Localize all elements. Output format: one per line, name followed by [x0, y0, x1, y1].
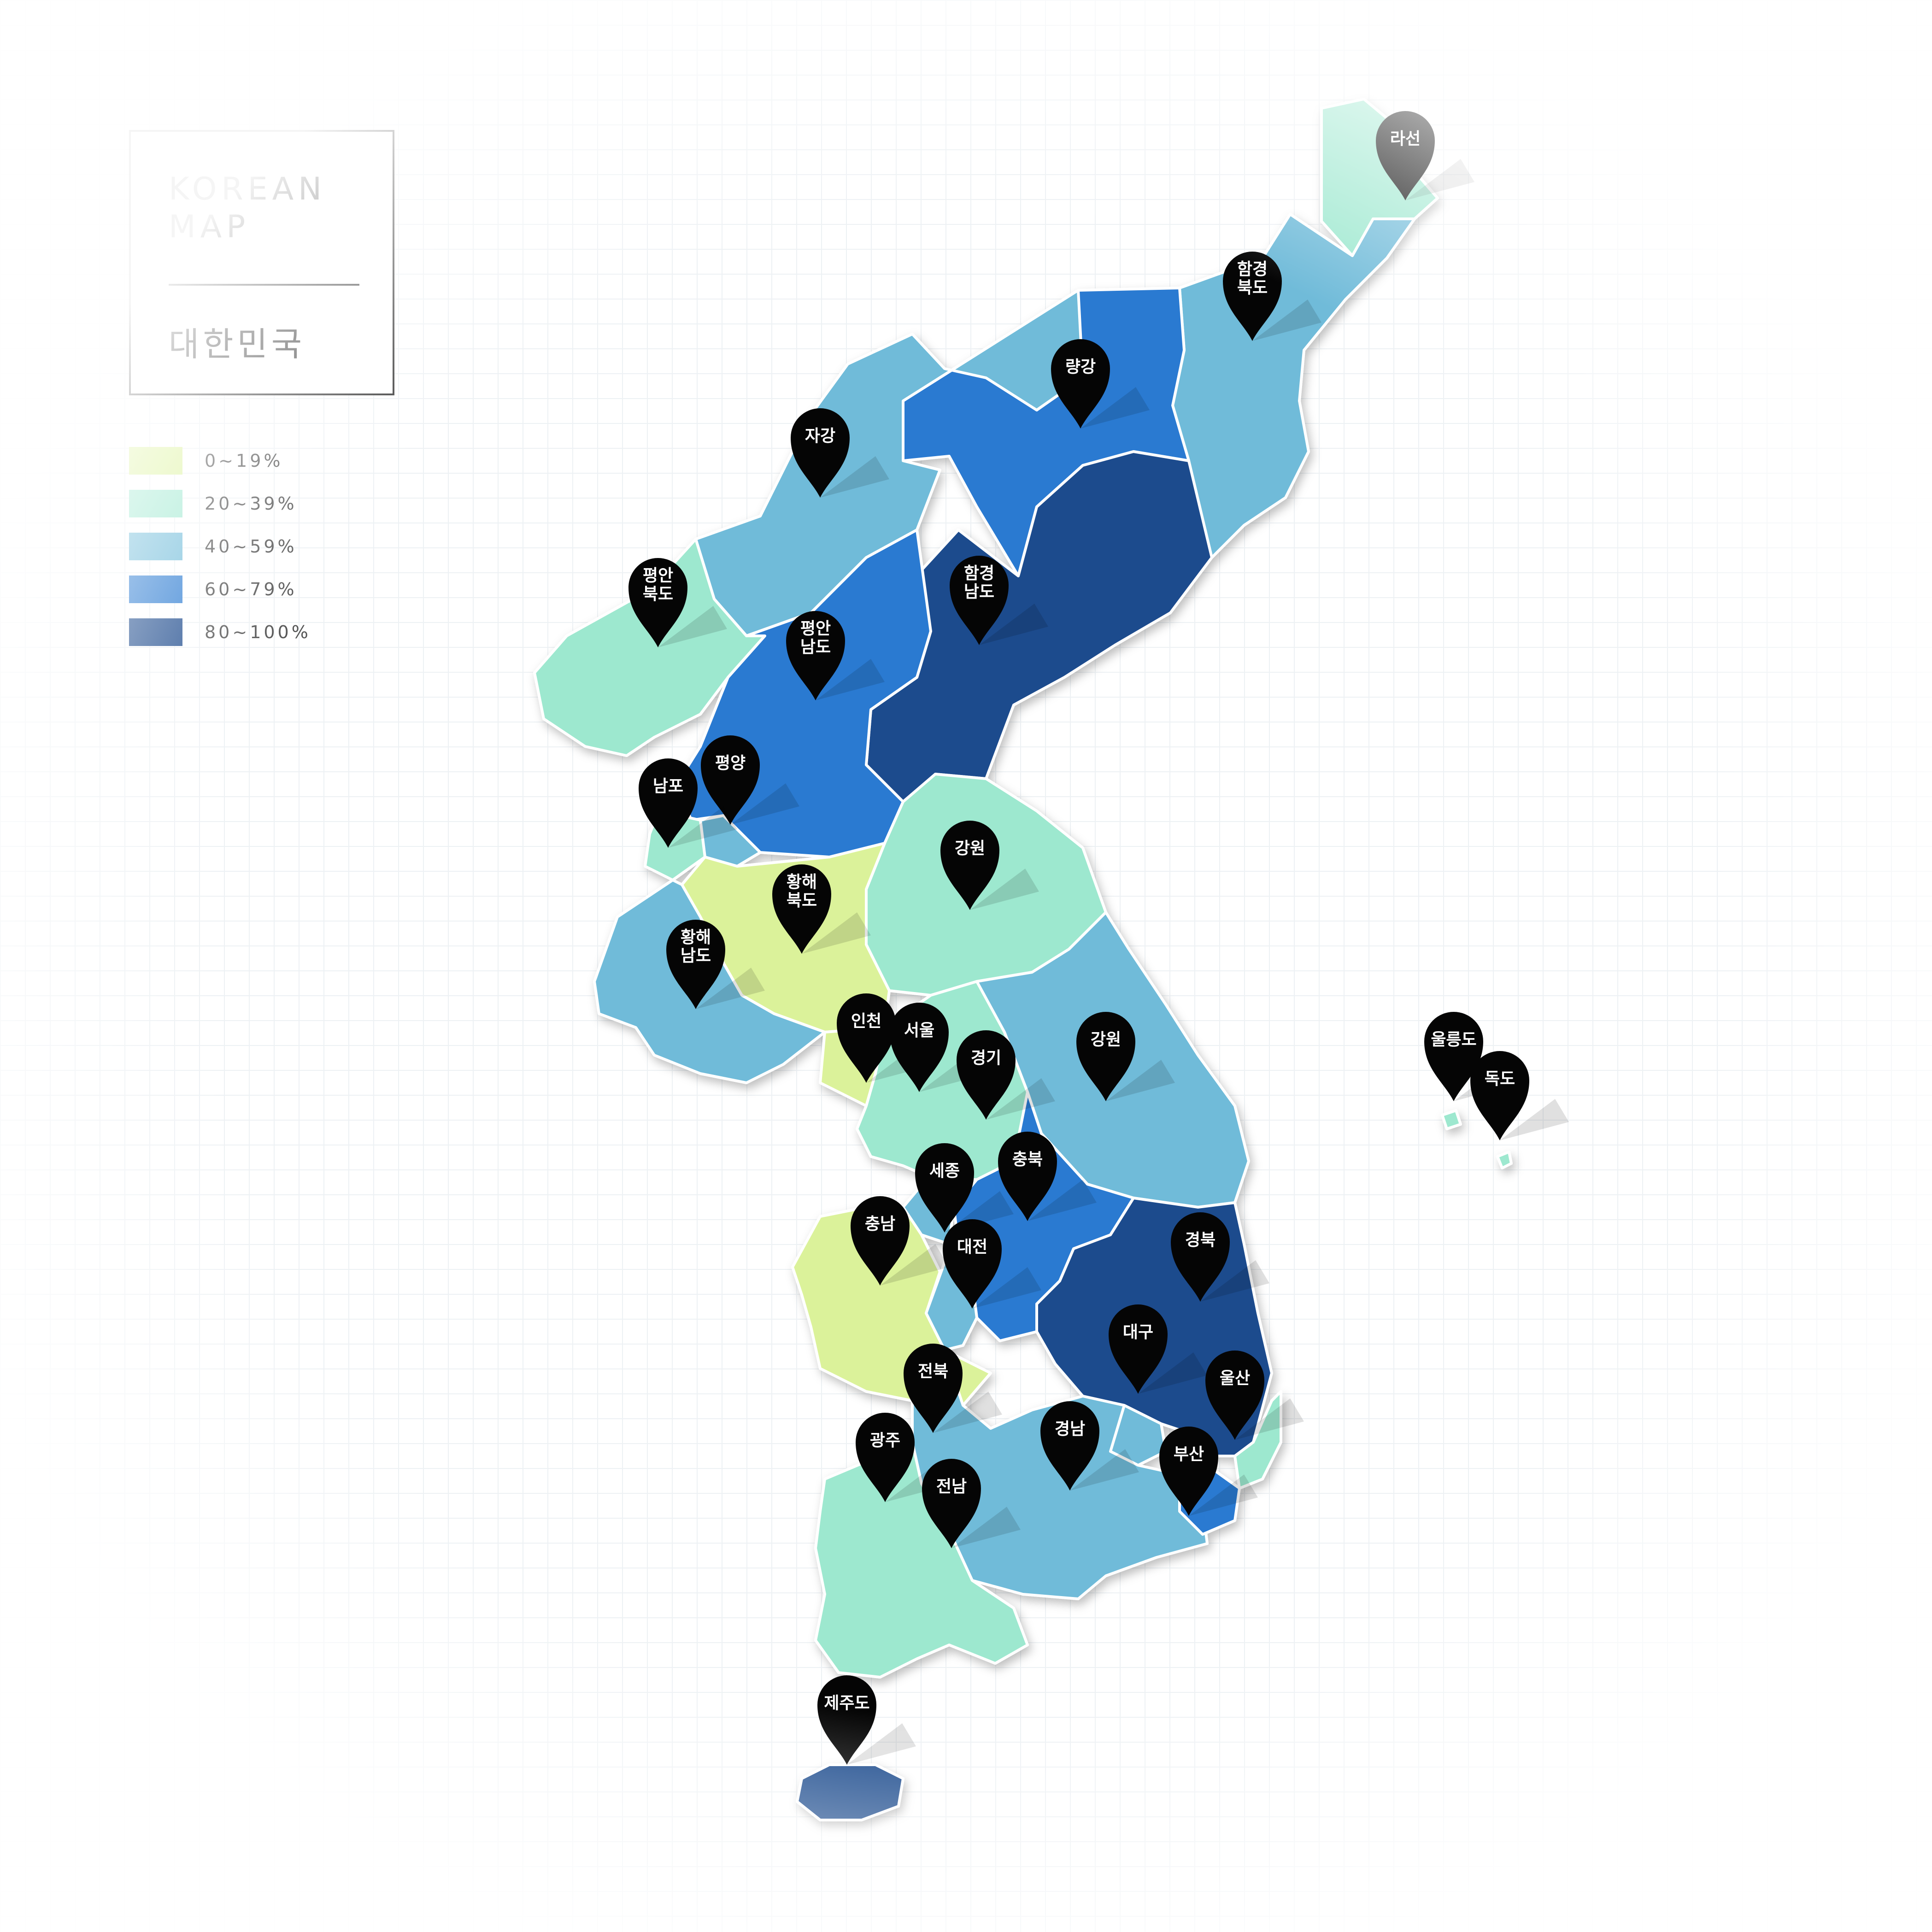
- region-label: 북도: [1237, 278, 1268, 297]
- region-label: 라선: [1390, 129, 1421, 148]
- region-label: 강원: [955, 839, 985, 858]
- region-label: 울산: [1220, 1369, 1250, 1388]
- region-label: 전남: [936, 1477, 967, 1496]
- region-label: 황해: [681, 928, 711, 947]
- region-label: 인천: [851, 1012, 881, 1031]
- region-label: 자강: [805, 427, 835, 446]
- region-label: 함경: [964, 564, 994, 583]
- region-label: 부산: [1174, 1445, 1204, 1464]
- region-label: 량강: [1065, 358, 1096, 376]
- region-label: 독도: [1485, 1069, 1515, 1088]
- region-label: 강원: [1091, 1030, 1121, 1049]
- region-label: 북도: [787, 891, 817, 910]
- region-marker: 독도: [1470, 1051, 1569, 1140]
- region-area: [1171, 213, 1416, 559]
- region-label: 전북: [918, 1362, 948, 1381]
- region-label: 남포: [653, 777, 683, 796]
- region-label: 남도: [964, 582, 994, 601]
- region-label: 서울: [904, 1021, 934, 1040]
- region-label: 대구: [1123, 1323, 1153, 1342]
- region-label: 경기: [971, 1049, 1001, 1068]
- region-label: 충북: [1012, 1150, 1043, 1169]
- region-label: 울릉도: [1431, 1030, 1476, 1049]
- region-label: 광주: [870, 1431, 900, 1450]
- region-label: 경남: [1055, 1420, 1085, 1439]
- region-label: 함경: [1237, 260, 1268, 279]
- region-label: 평양: [715, 754, 746, 773]
- region-label: 남도: [681, 946, 711, 965]
- region-area: [796, 1763, 904, 1821]
- region-area: [1496, 1151, 1513, 1169]
- region-label: 평안: [800, 619, 831, 638]
- region-label: 충남: [865, 1215, 895, 1233]
- region-area: [1441, 1109, 1462, 1130]
- region-marker: 제주도: [817, 1675, 916, 1765]
- region-label: 북도: [643, 585, 673, 604]
- region-label: 경북: [1185, 1231, 1216, 1250]
- region-label: 대전: [957, 1238, 987, 1257]
- region-label: 제주도: [824, 1694, 869, 1713]
- region-label: 남도: [800, 638, 831, 657]
- region-label: 평안: [643, 566, 673, 585]
- region-label: 황해: [787, 873, 817, 892]
- region-label: 세종: [929, 1162, 960, 1180]
